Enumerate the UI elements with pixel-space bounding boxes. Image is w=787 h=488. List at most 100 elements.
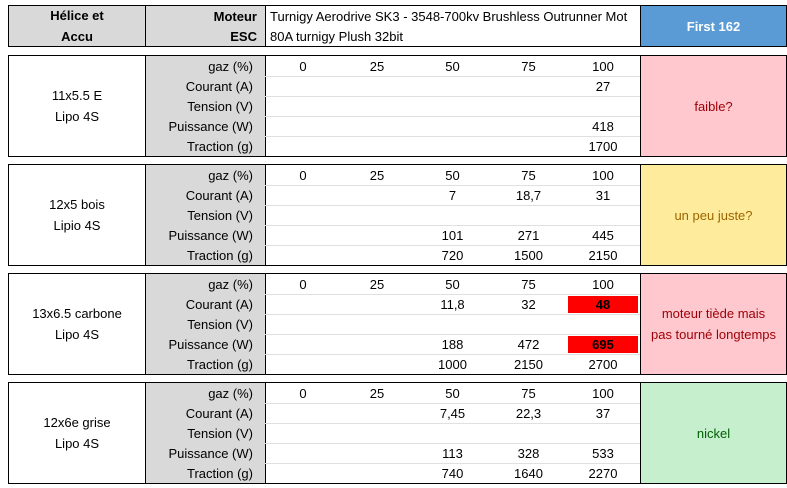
value-cell[interactable]: 48 xyxy=(568,296,638,313)
value-cell[interactable]: 75 xyxy=(521,58,536,74)
value-cell[interactable]: 101 xyxy=(441,227,464,243)
value-cell[interactable] xyxy=(340,185,414,205)
value-cell[interactable] xyxy=(566,423,640,443)
value-cell[interactable] xyxy=(491,76,566,96)
row-label[interactable]: gaz (%) xyxy=(146,274,265,294)
value-cell[interactable] xyxy=(491,96,566,116)
value-cell[interactable]: 100 xyxy=(592,58,614,74)
value-cell[interactable] xyxy=(266,225,340,245)
value-cell[interactable]: 1700 xyxy=(588,138,618,154)
header-esc-label[interactable]: ESC xyxy=(146,26,265,46)
value-cell[interactable] xyxy=(340,76,414,96)
row-label[interactable]: gaz (%) xyxy=(146,56,265,76)
row-label[interactable]: Courant (A) xyxy=(146,185,265,205)
value-cell[interactable] xyxy=(491,314,566,334)
propeller-cell[interactable]: 12x5 bois Lipio 4S xyxy=(9,165,145,265)
value-cell[interactable]: 0 xyxy=(299,385,307,401)
row-label[interactable]: Puissance (W) xyxy=(146,334,265,354)
value-cell[interactable] xyxy=(340,136,414,156)
value-cell[interactable]: 188 xyxy=(441,336,464,352)
value-cell[interactable]: 2270 xyxy=(588,465,618,481)
value-cell[interactable]: 0 xyxy=(299,167,307,183)
value-cell[interactable]: 1000 xyxy=(438,356,467,372)
value-cell[interactable]: 720 xyxy=(441,247,464,263)
value-cell[interactable]: 0 xyxy=(299,58,307,74)
header-plane-cell[interactable]: First 162 xyxy=(641,6,786,46)
value-cell[interactable] xyxy=(340,205,414,225)
value-cell[interactable] xyxy=(340,443,414,463)
value-cell[interactable]: 418 xyxy=(592,118,614,134)
row-label[interactable]: Traction (g) xyxy=(146,136,265,156)
value-cell[interactable] xyxy=(266,354,340,374)
row-label[interactable]: Courant (A) xyxy=(146,403,265,423)
value-cell[interactable] xyxy=(266,423,340,443)
value-cell[interactable]: 75 xyxy=(521,276,536,292)
row-label[interactable]: Tension (V) xyxy=(146,205,265,225)
propeller-cell[interactable]: 12x6e grise Lipo 4S xyxy=(9,383,145,483)
value-cell[interactable] xyxy=(266,463,340,483)
value-cell[interactable]: 50 xyxy=(445,167,460,183)
value-cell[interactable]: 2150 xyxy=(588,247,618,263)
value-cell[interactable] xyxy=(340,463,414,483)
header-moteur-value[interactable]: Turnigy Aerodrive SK3 - 3548-700kv Brush… xyxy=(270,8,628,24)
row-label[interactable]: Tension (V) xyxy=(146,314,265,334)
value-cell[interactable]: 7 xyxy=(448,187,457,203)
row-label[interactable]: Traction (g) xyxy=(146,463,265,483)
value-cell[interactable] xyxy=(340,245,414,265)
value-cell[interactable]: 2150 xyxy=(514,356,543,372)
value-cell[interactable]: 27 xyxy=(595,78,611,94)
value-cell[interactable]: 740 xyxy=(441,465,464,481)
value-cell[interactable]: 50 xyxy=(445,58,460,74)
value-cell[interactable]: 50 xyxy=(445,385,460,401)
value-cell[interactable]: 7,45 xyxy=(439,405,466,421)
header-esc-value[interactable]: 80A turnigy Plush 32bit xyxy=(270,28,403,44)
value-cell[interactable] xyxy=(266,314,340,334)
value-cell[interactable]: 100 xyxy=(592,167,614,183)
value-cell[interactable]: 0 xyxy=(299,276,307,292)
value-cell[interactable] xyxy=(340,334,414,354)
value-cell[interactable]: 37 xyxy=(595,405,611,421)
row-label[interactable]: Puissance (W) xyxy=(146,225,265,245)
value-cell[interactable]: 472 xyxy=(517,336,540,352)
row-label[interactable]: gaz (%) xyxy=(146,165,265,185)
value-cell[interactable] xyxy=(340,294,414,314)
row-label[interactable]: Traction (g) xyxy=(146,245,265,265)
value-cell[interactable] xyxy=(340,116,414,136)
value-cell[interactable] xyxy=(414,116,491,136)
value-cell[interactable]: 75 xyxy=(521,167,536,183)
value-cell[interactable]: 25 xyxy=(369,385,385,401)
value-cell[interactable]: 1640 xyxy=(514,465,543,481)
value-cell[interactable]: 445 xyxy=(592,227,614,243)
value-cell[interactable] xyxy=(266,403,340,423)
value-cell[interactable] xyxy=(414,423,491,443)
value-cell[interactable]: 695 xyxy=(568,336,638,353)
value-cell[interactable] xyxy=(566,205,640,225)
value-cell[interactable] xyxy=(414,314,491,334)
comment-cell[interactable]: moteur tiède mais pas tourné longtemps xyxy=(641,274,786,374)
propeller-cell[interactable]: 11x5.5 E Lipo 4S xyxy=(9,56,145,156)
value-cell[interactable] xyxy=(266,205,340,225)
value-cell[interactable] xyxy=(266,334,340,354)
row-label[interactable]: Puissance (W) xyxy=(146,443,265,463)
comment-cell[interactable]: un peu juste? xyxy=(641,165,786,265)
value-cell[interactable] xyxy=(414,76,491,96)
value-cell[interactable] xyxy=(340,96,414,116)
row-label[interactable]: Puissance (W) xyxy=(146,116,265,136)
row-label[interactable]: Tension (V) xyxy=(146,96,265,116)
value-cell[interactable] xyxy=(340,225,414,245)
header-moteur-label[interactable]: Moteur xyxy=(146,6,265,26)
value-cell[interactable] xyxy=(266,443,340,463)
value-cell[interactable] xyxy=(566,96,640,116)
value-cell[interactable]: 25 xyxy=(369,167,385,183)
value-cell[interactable]: 25 xyxy=(369,276,385,292)
value-cell[interactable]: 113 xyxy=(442,445,463,461)
value-cell[interactable] xyxy=(414,96,491,116)
value-cell[interactable]: 11,8 xyxy=(440,296,465,312)
value-cell[interactable]: 18,7 xyxy=(515,187,542,203)
value-cell[interactable]: 100 xyxy=(592,276,614,292)
value-cell[interactable] xyxy=(266,136,340,156)
row-label[interactable]: gaz (%) xyxy=(146,383,265,403)
value-cell[interactable]: 271 xyxy=(517,227,540,243)
value-cell[interactable] xyxy=(340,314,414,334)
row-label[interactable]: Traction (g) xyxy=(146,354,265,374)
